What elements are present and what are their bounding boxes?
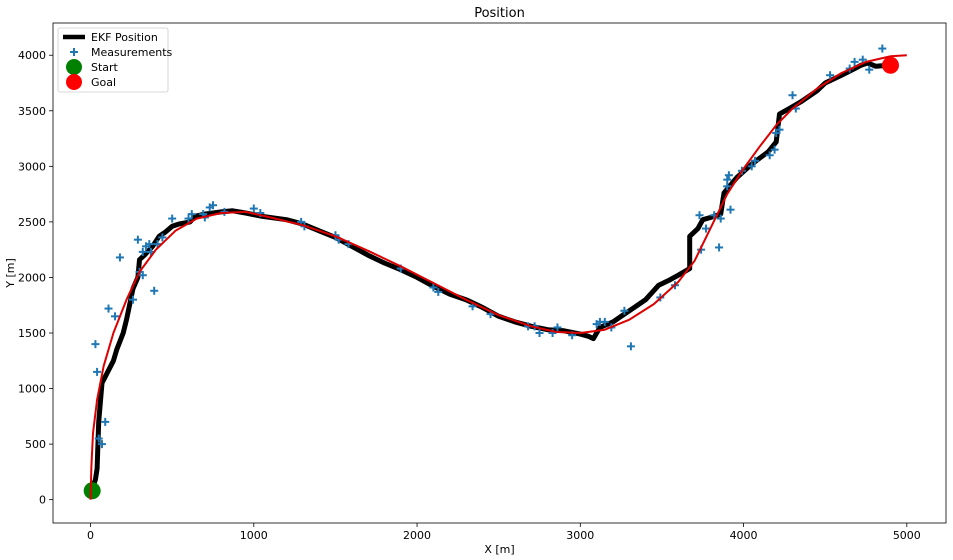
ekf-position-line <box>88 60 889 496</box>
legend-box <box>57 27 169 93</box>
measurement-point <box>184 214 193 223</box>
measurement-point <box>723 175 732 184</box>
x-axis-label: X [m] <box>484 543 514 556</box>
measurement-point <box>138 271 147 280</box>
measurement-point <box>133 235 142 244</box>
legend-item: Measurements <box>70 46 173 59</box>
plot-layer <box>83 44 907 500</box>
x-tick-label-0: 0 <box>87 529 94 542</box>
legend-item: Start <box>66 59 119 75</box>
x-tick-label-4: 4000 <box>730 529 758 542</box>
axis-layer: 0 1000 2000 3000 4000 5000 0 500 1000 1500 2000 250… <box>18 49 921 542</box>
measurement-point <box>770 145 779 154</box>
measurement-point <box>765 151 774 160</box>
y-tick-label-2: 1000 <box>18 383 46 396</box>
measurement-point <box>101 417 110 426</box>
legend-label: EKF Position <box>91 31 158 44</box>
legend-item: EKF Position <box>63 31 158 44</box>
start-marker <box>83 482 101 500</box>
measurement-point <box>91 340 100 349</box>
x-tick-label-3: 3000 <box>566 529 594 542</box>
measurement-point <box>726 205 735 214</box>
x-tick-label-1: 1000 <box>240 529 268 542</box>
measurement-point <box>826 71 835 80</box>
measurement-point <box>626 342 635 351</box>
reference-trajectory-line <box>89 54 907 500</box>
y-tick-label-4: 2000 <box>18 271 46 284</box>
plot-frame <box>52 22 947 524</box>
measurement-point <box>104 304 113 313</box>
measurement-point <box>788 91 797 100</box>
measurement-point <box>747 162 756 171</box>
y-tick-label-7: 3500 <box>18 105 46 118</box>
chart-title: Position <box>474 6 525 21</box>
measurement-point <box>168 214 177 223</box>
measurement-point <box>724 171 733 180</box>
legend-circle-swatch <box>66 59 82 75</box>
measurement-point <box>97 440 106 449</box>
measurement-point <box>750 156 759 165</box>
measurement-point <box>702 224 711 233</box>
legend-label: Start <box>91 61 119 74</box>
measurement-point <box>93 367 102 376</box>
measurement-point <box>115 253 124 262</box>
measurement-point <box>145 240 154 249</box>
y-tick-label-3: 1500 <box>18 327 46 340</box>
y-tick-label-1: 500 <box>25 438 46 451</box>
measurement-point <box>158 233 167 242</box>
measurement-point <box>94 434 103 443</box>
x-tick-label-5: 5000 <box>893 529 921 542</box>
measurement-point <box>434 287 443 296</box>
measurement-point <box>715 243 724 252</box>
measurement-point <box>620 306 629 315</box>
measurement-point <box>208 201 217 210</box>
measurement-point <box>128 295 137 304</box>
measurement-point <box>850 57 859 66</box>
measurement-point <box>187 210 196 219</box>
legend-circle-swatch <box>66 74 82 90</box>
goal-marker <box>881 56 899 74</box>
measurement-point <box>775 125 784 134</box>
measurement-point <box>111 312 120 321</box>
measurement-point <box>553 323 562 332</box>
measurement-point <box>150 286 159 295</box>
legend-label: Measurements <box>91 46 173 59</box>
measurement-point <box>138 247 147 256</box>
legend-label: Goal <box>91 76 116 89</box>
y-axis-label: Y [m] <box>4 258 17 289</box>
y-tick-label-8: 4000 <box>18 49 46 62</box>
measurement-point <box>429 283 438 292</box>
y-tick-label-6: 3000 <box>18 160 46 173</box>
x-tick-label-2: 2000 <box>403 529 431 542</box>
measurement-point <box>249 204 258 213</box>
measurement-point <box>600 317 609 326</box>
legend-item: Goal <box>66 74 116 90</box>
measurement-point <box>865 65 874 74</box>
y-tick-label-0: 0 <box>39 494 46 507</box>
measurement-point <box>716 214 725 223</box>
measurement-point <box>695 211 704 220</box>
measurement-point <box>878 44 887 53</box>
legend: EKF Position Measurements Start Goal <box>57 27 173 93</box>
y-tick-label-5: 2500 <box>18 216 46 229</box>
measurement-point <box>535 329 544 337</box>
